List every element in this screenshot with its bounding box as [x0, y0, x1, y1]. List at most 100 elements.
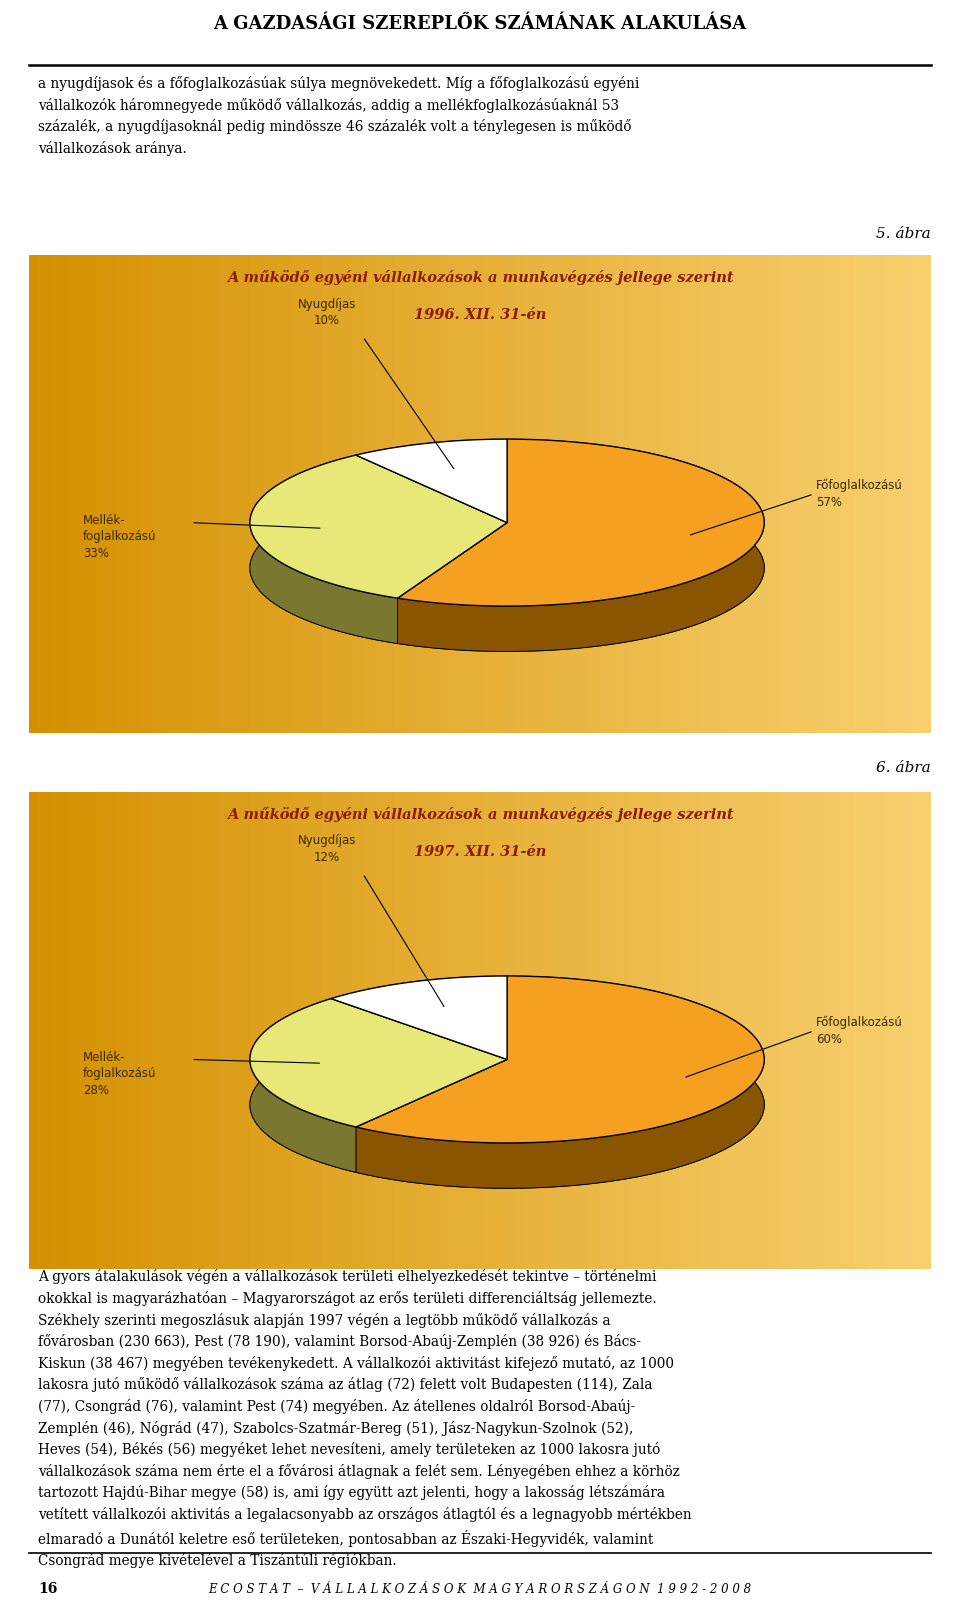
Bar	[547, 792, 552, 1269]
Bar	[435, 255, 440, 733]
Bar	[137, 792, 142, 1269]
Bar	[65, 255, 69, 733]
Bar	[525, 255, 530, 733]
Bar	[796, 255, 801, 733]
Bar	[634, 792, 638, 1269]
Bar	[475, 255, 480, 733]
Bar	[579, 792, 584, 1269]
Bar	[881, 255, 886, 733]
Bar	[864, 255, 868, 733]
Bar	[241, 255, 246, 733]
Bar	[796, 792, 801, 1269]
Bar	[751, 792, 756, 1269]
Bar	[313, 792, 318, 1269]
Bar	[52, 255, 56, 733]
Bar	[489, 255, 493, 733]
Bar	[246, 255, 250, 733]
Bar	[652, 255, 656, 733]
Bar	[679, 792, 683, 1269]
Bar	[273, 255, 276, 733]
Bar	[60, 255, 65, 733]
Bar	[164, 792, 169, 1269]
Bar	[137, 255, 142, 733]
Bar	[674, 792, 679, 1269]
Bar	[629, 792, 634, 1269]
Bar	[886, 255, 891, 733]
Bar	[773, 255, 778, 733]
Bar	[575, 255, 579, 733]
Bar	[557, 255, 562, 733]
Bar	[340, 255, 345, 733]
Bar	[841, 792, 846, 1269]
Bar	[358, 792, 363, 1269]
Bar	[769, 255, 774, 733]
Bar	[83, 792, 87, 1269]
Bar	[395, 792, 398, 1269]
Bar	[669, 255, 674, 733]
Bar	[430, 255, 435, 733]
Bar	[29, 792, 34, 1269]
Bar	[101, 792, 106, 1269]
Bar	[543, 792, 547, 1269]
Bar	[336, 255, 340, 733]
Bar	[801, 792, 804, 1269]
Polygon shape	[250, 999, 356, 1172]
Bar	[101, 255, 106, 733]
Bar	[814, 792, 818, 1269]
Bar	[467, 792, 471, 1269]
Bar	[268, 792, 273, 1269]
Bar	[706, 255, 710, 733]
Bar	[96, 792, 101, 1269]
Bar	[223, 792, 228, 1269]
Bar	[620, 792, 624, 1269]
Bar	[169, 255, 173, 733]
Bar	[273, 792, 276, 1269]
Bar	[246, 792, 250, 1269]
Bar	[764, 255, 769, 733]
Bar	[331, 792, 336, 1269]
Polygon shape	[397, 440, 764, 606]
Bar	[562, 255, 565, 733]
Bar	[318, 255, 322, 733]
Bar	[119, 255, 124, 733]
Bar	[435, 792, 440, 1269]
Bar	[904, 255, 908, 733]
Bar	[214, 792, 218, 1269]
Bar	[385, 255, 390, 733]
Bar	[864, 792, 868, 1269]
Bar	[620, 255, 624, 733]
Bar	[236, 255, 241, 733]
Bar	[891, 255, 895, 733]
Bar	[602, 792, 607, 1269]
Bar	[652, 792, 656, 1269]
Bar	[300, 792, 304, 1269]
Bar	[241, 792, 246, 1269]
Bar	[665, 792, 669, 1269]
Bar	[724, 255, 728, 733]
Bar	[74, 792, 79, 1269]
Bar	[214, 255, 218, 733]
Bar	[520, 792, 525, 1269]
Bar	[516, 255, 520, 733]
Bar	[832, 792, 836, 1269]
Bar	[773, 792, 778, 1269]
Bar	[37, 255, 42, 733]
Bar	[904, 792, 908, 1269]
Bar	[804, 255, 809, 733]
Bar	[448, 792, 453, 1269]
Bar	[204, 255, 209, 733]
Bar	[908, 792, 913, 1269]
Bar	[196, 255, 201, 733]
Bar	[156, 255, 159, 733]
Bar	[647, 792, 652, 1269]
Bar	[498, 255, 503, 733]
Bar	[642, 792, 647, 1269]
Bar	[92, 792, 96, 1269]
Bar	[854, 792, 859, 1269]
Bar	[182, 792, 186, 1269]
Bar	[300, 255, 304, 733]
Bar	[304, 255, 308, 733]
Bar	[56, 792, 60, 1269]
Bar	[823, 255, 828, 733]
Bar	[832, 255, 836, 733]
